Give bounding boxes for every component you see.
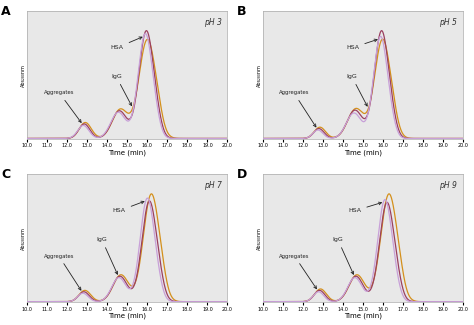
Text: IgG: IgG: [346, 74, 367, 106]
Text: pH 7: pH 7: [203, 181, 221, 190]
Text: HSA: HSA: [111, 37, 142, 50]
Y-axis label: Abs₂₈₀nm: Abs₂₈₀nm: [21, 64, 26, 87]
X-axis label: Time (min): Time (min): [344, 150, 382, 156]
Y-axis label: Abs₂₈₀nm: Abs₂₈₀nm: [256, 227, 262, 250]
Text: Aggregates: Aggregates: [279, 254, 317, 289]
Y-axis label: Abs₂₈₀nm: Abs₂₈₀nm: [256, 64, 262, 87]
Text: B: B: [237, 5, 246, 18]
Text: pH 9: pH 9: [439, 181, 457, 190]
Text: HSA: HSA: [113, 201, 144, 213]
Text: HSA: HSA: [348, 202, 382, 213]
Text: IgG: IgG: [111, 74, 132, 106]
Text: IgG: IgG: [333, 237, 354, 274]
Text: Aggregates: Aggregates: [279, 90, 316, 127]
Text: Aggregates: Aggregates: [44, 254, 81, 290]
Y-axis label: Abs₂₈₀nm: Abs₂₈₀nm: [21, 227, 26, 250]
Text: C: C: [1, 168, 10, 181]
Text: IgG: IgG: [97, 237, 118, 274]
Text: pH 5: pH 5: [439, 18, 457, 27]
Text: HSA: HSA: [346, 39, 377, 50]
Text: Aggregates: Aggregates: [44, 90, 81, 123]
X-axis label: Time (min): Time (min): [109, 313, 146, 319]
Text: pH 3: pH 3: [203, 18, 221, 27]
X-axis label: Time (min): Time (min): [109, 150, 146, 156]
Text: D: D: [237, 168, 247, 181]
X-axis label: Time (min): Time (min): [344, 313, 382, 319]
Text: A: A: [1, 5, 11, 18]
